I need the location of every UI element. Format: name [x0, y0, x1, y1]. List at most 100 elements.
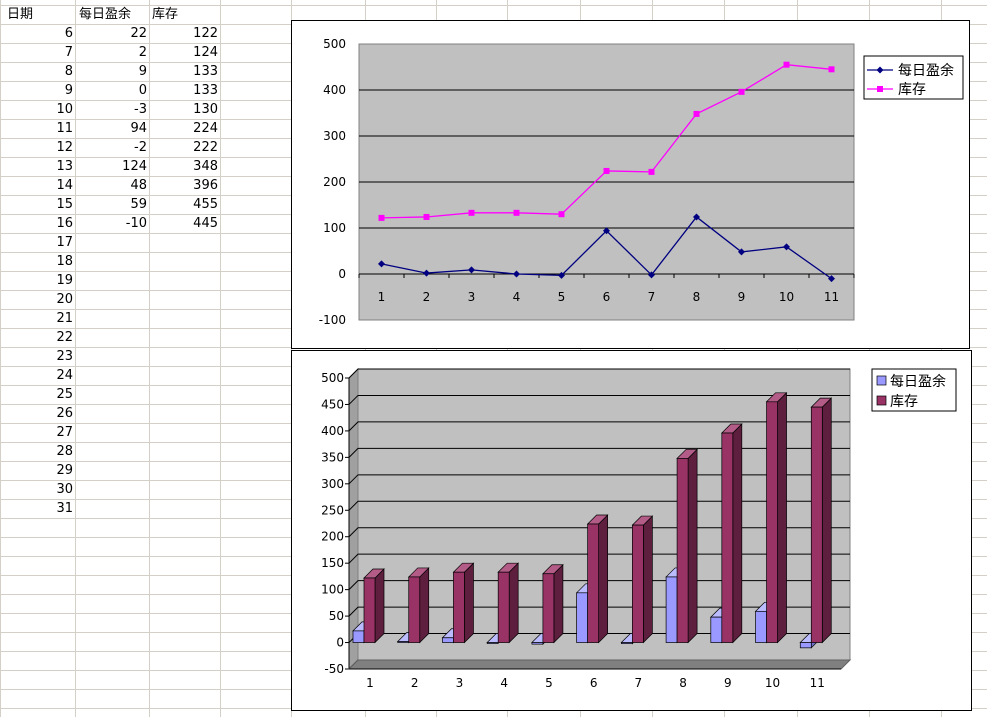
cell-date[interactable]: 25 [56, 387, 73, 402]
cell-stock[interactable]: 133 [193, 83, 218, 98]
line-point-stock [783, 61, 790, 68]
legend-label-stock: 库存 [898, 82, 926, 98]
bar-y-tick-label: 50 [329, 609, 344, 623]
line-point-daily-profit [648, 271, 655, 279]
line-y-tick-label: 500 [323, 37, 346, 51]
cell-date[interactable]: 10 [56, 102, 73, 117]
line-point-daily-profit [558, 271, 565, 279]
cell-date[interactable]: 8 [64, 64, 73, 79]
line-x-tick-label: 9 [738, 290, 746, 304]
cell-date[interactable]: 22 [56, 330, 73, 345]
bar-gridline [348, 447, 850, 458]
cell-date[interactable]: 31 [56, 501, 73, 516]
cell-date[interactable]: 23 [56, 349, 73, 364]
cell-daily-profit[interactable]: 22 [130, 26, 147, 41]
bar-y-tick-label: 300 [321, 477, 344, 491]
cell-stock[interactable]: 124 [193, 45, 218, 60]
header-daily-profit[interactable]: 每日盈余 [79, 7, 132, 22]
cell-date[interactable]: 28 [56, 444, 73, 459]
bar-x-tick-label: 6 [590, 676, 598, 690]
cell-daily-profit[interactable]: 2 [138, 45, 147, 60]
bar-y-tick-label: 350 [321, 450, 344, 464]
line-x-tick-label: 3 [468, 290, 476, 304]
line-y-tick-label: 400 [323, 83, 346, 97]
bar-stock [810, 397, 833, 644]
cell-date[interactable]: 9 [64, 83, 73, 98]
cell-date[interactable]: 17 [56, 235, 73, 250]
bar-y-tick-label: 200 [321, 530, 344, 544]
cell-date[interactable]: 29 [56, 463, 73, 478]
cell-date[interactable]: 16 [56, 216, 73, 231]
bar-x-tick-label: 10 [765, 676, 780, 690]
line-y-tick-label: 0 [338, 267, 346, 281]
line-y-tick-label: -100 [319, 313, 346, 327]
cell-date[interactable]: 12 [56, 140, 73, 155]
bar-y-tick-label: 100 [321, 583, 344, 597]
line-point-stock [423, 213, 430, 220]
cell-date[interactable]: 27 [56, 425, 73, 440]
bar-x-tick-label: 2 [411, 676, 419, 690]
cell-daily-profit[interactable]: -10 [125, 216, 147, 231]
cell-date[interactable]: 6 [64, 26, 73, 41]
cell-date[interactable]: 26 [56, 406, 73, 421]
line-chart[interactable]: 500 400 300 200 100 0 -100 1 2 3 4 5 6 7 8 9 10 11 每日盈余 库存 [291, 20, 970, 349]
bar-stock [720, 423, 743, 644]
header-date[interactable]: 日期 [7, 7, 34, 22]
bar-stock [586, 514, 609, 644]
cell-daily-profit[interactable]: -3 [134, 102, 147, 117]
bar-stock [407, 567, 430, 644]
bar-stock [631, 515, 654, 644]
cell-date[interactable]: 7 [64, 45, 73, 60]
cell-date[interactable]: 20 [56, 292, 73, 307]
line-point-stock [558, 211, 565, 218]
cell-date[interactable]: 24 [56, 368, 73, 383]
cell-stock[interactable]: 224 [193, 121, 218, 136]
cell-stock[interactable]: 130 [193, 102, 218, 117]
line-point-stock [513, 209, 520, 216]
cell-date[interactable]: 18 [56, 254, 73, 269]
cell-date[interactable]: 19 [56, 273, 73, 288]
cell-stock[interactable]: 396 [193, 178, 218, 193]
cell-stock[interactable]: 222 [193, 140, 218, 155]
line-x-tick-label: 8 [693, 290, 701, 304]
cell-date[interactable]: 11 [56, 121, 73, 136]
cell-date[interactable]: 21 [56, 311, 73, 326]
bar-stock [765, 391, 788, 644]
legend-label-daily-profit: 每日盈余 [898, 62, 954, 79]
cell-daily-profit[interactable]: 0 [138, 83, 147, 98]
line-y-tick-label: 300 [323, 129, 346, 143]
legend-label-daily-profit: 每日盈余 [890, 373, 946, 390]
line-point-stock [603, 167, 610, 174]
bar-chart[interactable]: 500 450 400 350 300 250 200 150 100 50 0 -50 1 2 3 4 5 6 7… [291, 350, 972, 711]
cell-stock[interactable]: 122 [193, 26, 218, 41]
bar-x-tick-label: 9 [724, 676, 732, 690]
cell-date[interactable]: 13 [56, 159, 73, 174]
bar-stock [676, 448, 698, 644]
cell-daily-profit[interactable]: 94 [130, 121, 147, 136]
cell-stock[interactable]: 445 [193, 216, 218, 231]
cell-stock[interactable]: 455 [193, 197, 218, 212]
cell-date[interactable]: 30 [56, 482, 73, 497]
bar-y-tick-label: 250 [321, 503, 344, 517]
line-x-tick-label: 10 [779, 290, 794, 304]
line-point-stock [828, 66, 835, 73]
cell-stock[interactable]: 133 [193, 64, 218, 79]
cell-daily-profit[interactable]: 48 [130, 178, 147, 193]
header-stock[interactable]: 库存 [152, 7, 179, 22]
cell-date[interactable]: 15 [56, 197, 73, 212]
cell-stock[interactable]: 348 [193, 159, 218, 174]
cell-daily-profit[interactable]: 59 [130, 197, 147, 212]
line-point-stock [693, 110, 700, 117]
cell-daily-profit[interactable]: 9 [138, 64, 147, 79]
cell-daily-profit[interactable]: 124 [122, 159, 147, 174]
line-point-daily-profit [738, 248, 745, 256]
bar-y-tick-label: 500 [321, 371, 344, 385]
cell-date[interactable]: 14 [56, 178, 73, 193]
cell-daily-profit[interactable]: -2 [134, 140, 147, 155]
bar-x-tick-label: 4 [500, 676, 508, 690]
line-point-daily-profit [603, 227, 610, 235]
